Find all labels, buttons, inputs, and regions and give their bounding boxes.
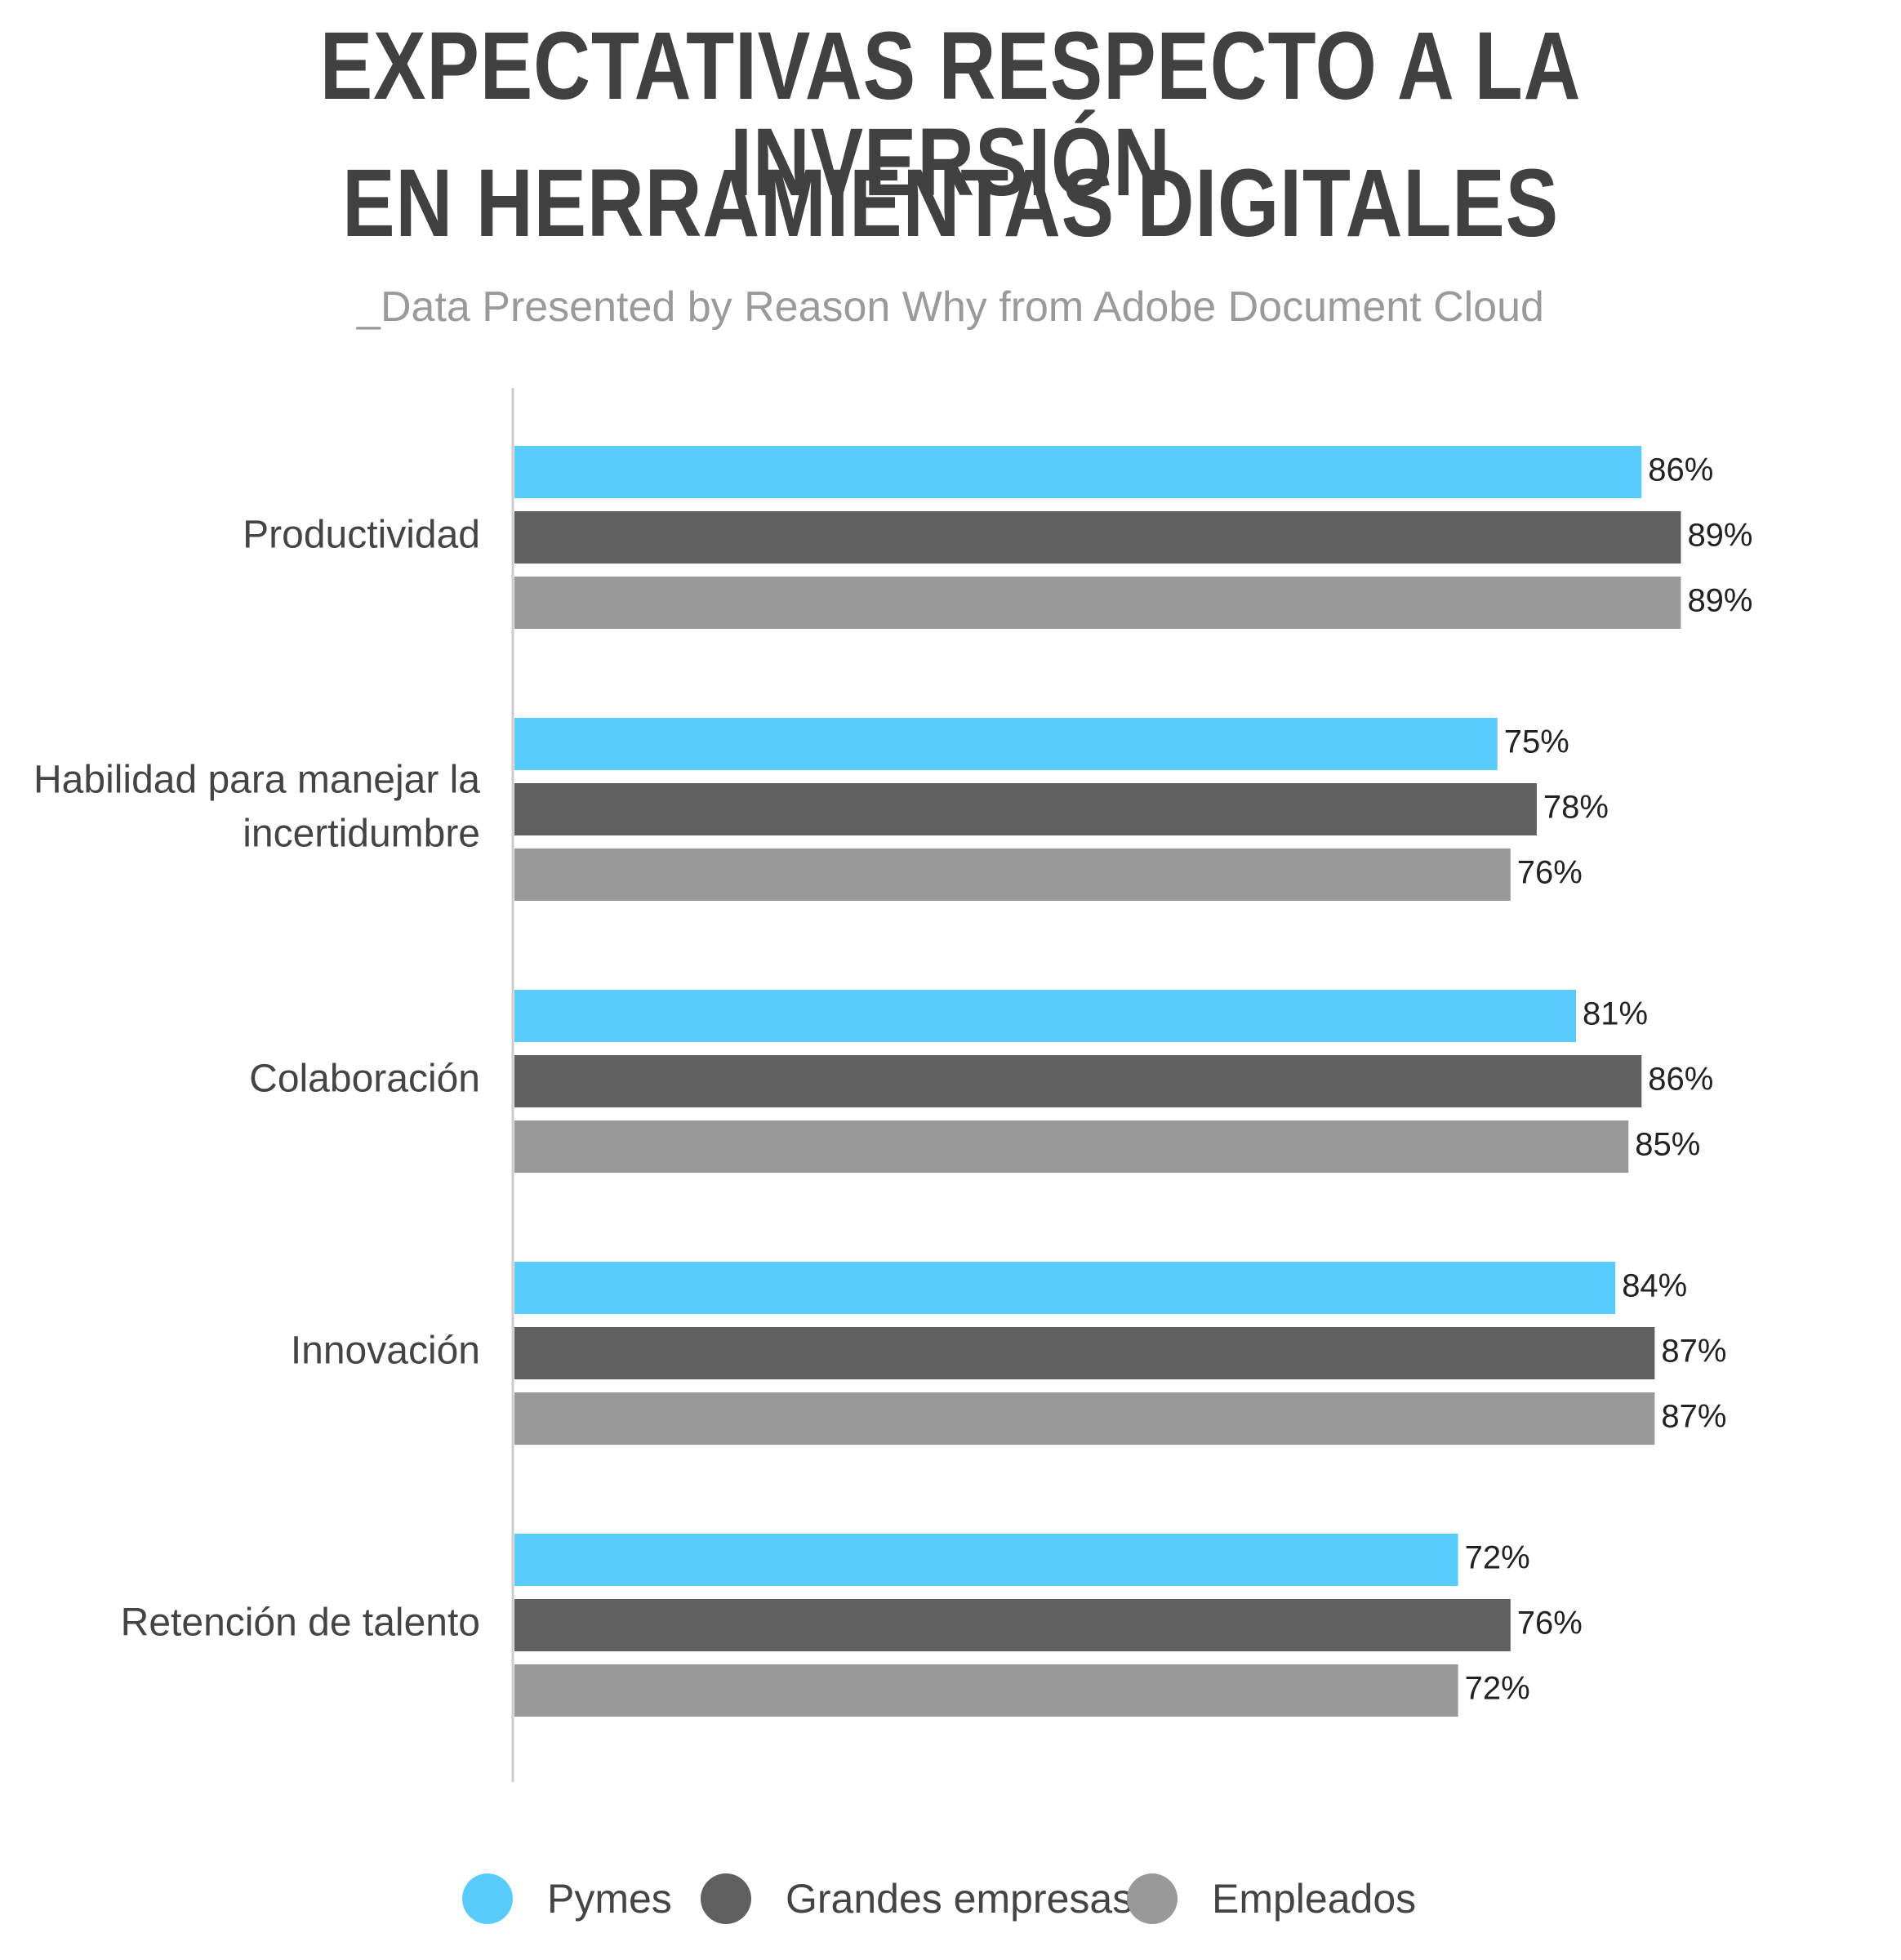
- legend-item-empleados: Empleados: [1127, 1866, 1416, 1931]
- legend-label-grandes-empresas: Grandes empresas: [786, 1876, 1133, 1922]
- bar-innovacion-pymes: [514, 1262, 1616, 1314]
- value-label-retencion-de-talento-grandes-empresas: 76%: [1517, 1606, 1583, 1642]
- chart-title-line-2: EN HERRAMIENTAS DIGITALES: [342, 149, 1559, 257]
- legend-label-empleados: Empleados: [1212, 1876, 1417, 1922]
- bar-habilidad-para-manejar-la-incertidumbre-empleados: [514, 849, 1511, 901]
- value-label-retencion-de-talento-pymes: 72%: [1465, 1540, 1530, 1576]
- bar-productividad-grandes-empresas: [514, 511, 1681, 564]
- value-label-colaboracion-pymes: 81%: [1583, 996, 1648, 1032]
- value-label-innovacion-empleados: 87%: [1661, 1399, 1726, 1435]
- bar-habilidad-para-manejar-la-incertidumbre-pymes: [514, 718, 1498, 770]
- value-label-retencion-de-talento-empleados: 72%: [1465, 1671, 1530, 1707]
- category-label-colaboracion: Colaboración: [249, 1058, 480, 1101]
- chart-legend: Pymes Grandes empresas Empleados: [0, 1866, 1901, 1931]
- bar-habilidad-para-manejar-la-incertidumbre-grandes-empresas: [514, 783, 1537, 835]
- bar-retencion-de-talento-grandes-empresas: [514, 1599, 1511, 1651]
- value-label-colaboracion-grandes-empresas: 86%: [1648, 1062, 1713, 1098]
- value-label-habilidad-para-manejar-la-incertidumbre-pymes: 75%: [1504, 724, 1569, 760]
- legend-swatch-pymes: [462, 1873, 513, 1924]
- bar-innovacion-empleados: [514, 1392, 1655, 1445]
- bar-colaboracion-empleados: [514, 1120, 1629, 1173]
- value-label-productividad-pymes: 86%: [1648, 452, 1713, 488]
- value-label-innovacion-grandes-empresas: 87%: [1661, 1334, 1726, 1370]
- bar-colaboracion-pymes: [514, 990, 1577, 1042]
- chart-title-line-1: EXPECTATIVAS RESPECTO A LA INVERSIÓN: [319, 12, 1582, 216]
- bar-retencion-de-talento-pymes: [514, 1534, 1458, 1586]
- category-label-retencion-de-talento: Retención de talento: [121, 1601, 480, 1645]
- bar-productividad-empleados: [514, 577, 1681, 629]
- value-label-productividad-grandes-empresas: 89%: [1687, 518, 1752, 554]
- value-label-habilidad-para-manejar-la-incertidumbre-empleados: 76%: [1517, 855, 1583, 891]
- bar-productividad-pymes: [514, 446, 1642, 498]
- legend-label-pymes: Pymes: [547, 1876, 672, 1922]
- value-label-productividad-empleados: 89%: [1687, 583, 1752, 619]
- value-label-colaboracion-empleados: 85%: [1635, 1127, 1700, 1163]
- legend-item-grandes-empresas: Grandes empresas: [701, 1866, 1133, 1931]
- value-label-innovacion-pymes: 84%: [1622, 1268, 1687, 1304]
- legend-swatch-grandes-empresas: [701, 1873, 751, 1924]
- category-label-habilidad-para-manejar-la-incertidumbre: Habilidad para manejar la incertidumbre: [33, 759, 480, 856]
- legend-swatch-empleados: [1127, 1873, 1178, 1924]
- legend-item-pymes: Pymes: [462, 1866, 672, 1931]
- bar-retencion-de-talento-empleados: [514, 1664, 1458, 1717]
- bar-innovacion-grandes-empresas: [514, 1327, 1655, 1379]
- category-label-productividad: Productividad: [243, 514, 480, 557]
- value-label-habilidad-para-manejar-la-incertidumbre-grandes-empresas: 78%: [1543, 790, 1609, 826]
- chart-subtitle: _Data Presented by Reason Why from Adobe…: [357, 283, 1544, 331]
- bar-colaboracion-grandes-empresas: [514, 1055, 1642, 1107]
- category-label-innovacion: Innovación: [291, 1330, 480, 1373]
